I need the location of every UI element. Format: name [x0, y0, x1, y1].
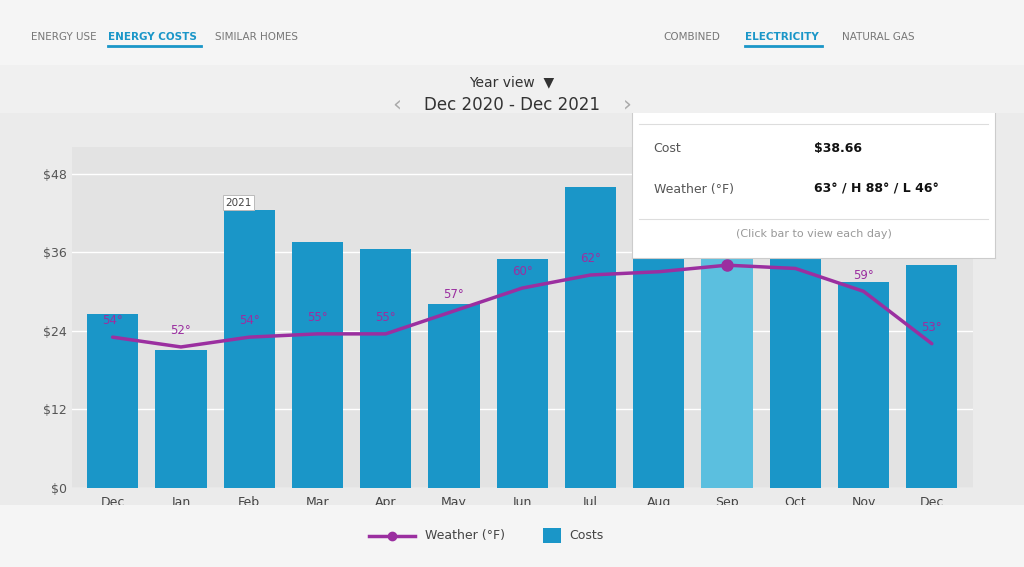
Bar: [497, 259, 548, 488]
Text: NATURAL GAS: NATURAL GAS: [842, 32, 914, 42]
Text: ELECTRICITY: ELECTRICITY: [745, 32, 819, 42]
Text: Costs: Costs: [569, 530, 603, 542]
Bar: [633, 255, 684, 488]
Bar: [292, 242, 343, 488]
Bar: [838, 282, 889, 488]
Text: 53°: 53°: [922, 321, 942, 334]
Bar: [360, 249, 412, 488]
Text: Cost: Cost: [653, 142, 681, 155]
Text: 59°: 59°: [853, 269, 873, 282]
Bar: [701, 259, 753, 488]
Bar: [770, 255, 821, 488]
Bar: [906, 265, 957, 488]
Text: 2021: 2021: [225, 198, 252, 208]
Text: 63° / H 88° / L 46°: 63° / H 88° / L 46°: [813, 183, 938, 196]
Text: ‹: ‹: [392, 95, 400, 115]
Text: 54°: 54°: [102, 314, 123, 327]
Text: Year view  ▼: Year view ▼: [469, 75, 555, 89]
Text: Weather (°F): Weather (°F): [653, 183, 733, 196]
Text: 62°: 62°: [648, 249, 670, 262]
Text: (Click bar to view each day): (Click bar to view each day): [735, 230, 892, 239]
Text: ENERGY COSTS: ENERGY COSTS: [108, 32, 197, 42]
Bar: [565, 187, 616, 488]
Bar: [428, 304, 479, 488]
Bar: [156, 350, 207, 488]
Bar: [223, 210, 274, 488]
Text: 60°: 60°: [512, 265, 532, 278]
Text: SIMILAR HOMES: SIMILAR HOMES: [215, 32, 298, 42]
Text: 57°: 57°: [443, 288, 464, 301]
Text: 52°: 52°: [171, 324, 191, 337]
Text: Sep 17, 2021 - Oct 17, 2021: Sep 17, 2021 - Oct 17, 2021: [735, 98, 892, 107]
Text: 54°: 54°: [239, 314, 259, 327]
Text: 55°: 55°: [376, 311, 396, 324]
Text: 64°: 64°: [717, 242, 737, 255]
Text: 63°: 63°: [785, 246, 806, 259]
Text: Dec 2020 - Dec 2021: Dec 2020 - Dec 2021: [424, 96, 600, 114]
Text: ENERGY USE: ENERGY USE: [31, 32, 96, 42]
Text: 55°: 55°: [307, 311, 328, 324]
Text: COMBINED: COMBINED: [664, 32, 721, 42]
Text: $38.66: $38.66: [813, 142, 861, 155]
Text: ›: ›: [624, 95, 632, 115]
Text: 62°: 62°: [580, 252, 601, 265]
Text: Weather (°F): Weather (°F): [425, 530, 505, 542]
Bar: [87, 314, 138, 488]
